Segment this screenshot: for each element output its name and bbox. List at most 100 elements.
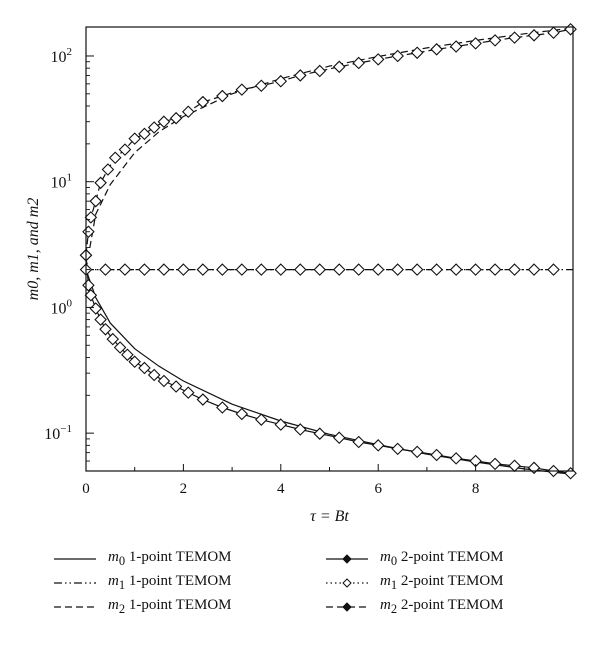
series-line	[85, 27, 574, 270]
data-point	[181, 105, 195, 119]
data-point	[469, 263, 482, 276]
data-point	[391, 49, 404, 63]
data-point	[449, 452, 463, 465]
series-m0-1point	[85, 269, 574, 475]
data-point	[564, 23, 577, 36]
data-point	[391, 442, 404, 456]
data-point	[181, 386, 195, 399]
legend-label: m2 2-point TEMOM	[380, 597, 504, 616]
data-point	[313, 64, 327, 78]
legend-item-m0-1point: m0 1-point TEMOM	[52, 548, 232, 570]
data-point	[352, 263, 365, 276]
x-tick-label: 0	[82, 481, 90, 497]
series-m0-2point	[79, 248, 577, 480]
data-point	[255, 413, 268, 426]
data-point	[410, 46, 424, 60]
series-line	[85, 269, 574, 475]
plot-frame	[85, 26, 574, 472]
data-point	[391, 263, 404, 276]
data-point	[294, 423, 307, 436]
y-tick-label: 102	[51, 46, 73, 66]
data-point	[430, 263, 443, 276]
data-point	[113, 341, 127, 354]
legend-swatch-dashdot-line	[54, 582, 96, 584]
data-point	[118, 263, 132, 276]
data-point	[94, 313, 107, 326]
data-point	[332, 263, 346, 276]
data-point	[169, 380, 183, 393]
data-point	[527, 29, 541, 42]
y-tick-label: 101	[51, 172, 73, 192]
x-tick-label: 4	[277, 481, 285, 497]
data-point	[508, 263, 521, 276]
x-axis-label: τ = Bt	[310, 508, 349, 525]
data-point	[294, 69, 307, 82]
legend-swatch-dashed-diamond	[326, 602, 368, 612]
data-point	[128, 355, 141, 368]
legend-label: m2 1-point TEMOM	[108, 597, 232, 616]
data-point	[99, 263, 112, 276]
data-point	[138, 127, 151, 141]
chart: 0 2 4 6 8 10−1 100 101 102 τ = Bt m0, m1, and m2	[25, 23, 577, 525]
data-point	[138, 263, 151, 276]
data-point	[488, 263, 502, 276]
series-m2-1point	[85, 27, 574, 270]
data-point	[84, 211, 98, 224]
data-point	[101, 163, 115, 176]
data-point	[313, 263, 327, 276]
data-point	[94, 176, 107, 190]
series-m1-2point	[79, 263, 560, 276]
legend-item-m2-2point: m2 2-point TEMOM	[324, 596, 504, 618]
data-point	[169, 111, 183, 125]
legend-swatch-solid-line	[54, 558, 96, 560]
data-point	[449, 40, 463, 53]
data-point	[106, 332, 120, 346]
x-tick-label: 6	[374, 481, 382, 497]
data-point	[449, 263, 463, 276]
data-point	[255, 263, 268, 276]
data-point	[147, 368, 161, 382]
data-point	[430, 448, 443, 462]
data-point	[235, 83, 249, 96]
data-point	[177, 263, 190, 276]
data-point	[157, 115, 171, 128]
y-axis-label: m0, m1, and m2	[25, 198, 42, 301]
data-point	[216, 89, 229, 103]
data-point	[547, 26, 560, 40]
data-point	[371, 263, 385, 276]
legend-swatch-dotted-diamond	[326, 578, 368, 588]
data-point	[138, 361, 151, 375]
legend-item-m2-1point: m2 1-point TEMOM	[52, 596, 232, 618]
data-point	[274, 263, 288, 276]
legend-swatch-solid-diamond	[326, 554, 368, 564]
data-point	[410, 445, 424, 459]
data-point	[99, 323, 112, 336]
data-point	[147, 121, 161, 134]
data-point	[371, 53, 385, 66]
data-point	[564, 466, 577, 480]
data-point	[216, 263, 229, 276]
data-point	[508, 31, 521, 44]
data-point	[235, 263, 249, 276]
data-point	[274, 418, 288, 431]
data-point	[527, 461, 541, 475]
data-point	[157, 263, 171, 276]
legend-item-m1-2point: m1 2-point TEMOM	[324, 572, 504, 594]
data-point	[121, 348, 134, 362]
data-point	[89, 302, 103, 315]
data-point	[488, 457, 502, 471]
legend-item-m1-1point: m1 1-point TEMOM	[52, 572, 232, 594]
data-point	[371, 439, 385, 452]
data-point	[469, 37, 482, 50]
series-line	[85, 28, 571, 256]
data-point	[84, 288, 98, 302]
data-point	[430, 43, 443, 56]
data-point	[294, 263, 307, 276]
data-point	[108, 151, 122, 165]
data-point	[332, 60, 346, 74]
legend-label: m0 2-point TEMOM	[380, 549, 504, 568]
data-point	[196, 95, 210, 109]
data-point	[216, 401, 229, 414]
data-point	[196, 263, 210, 276]
data-point	[313, 427, 327, 440]
